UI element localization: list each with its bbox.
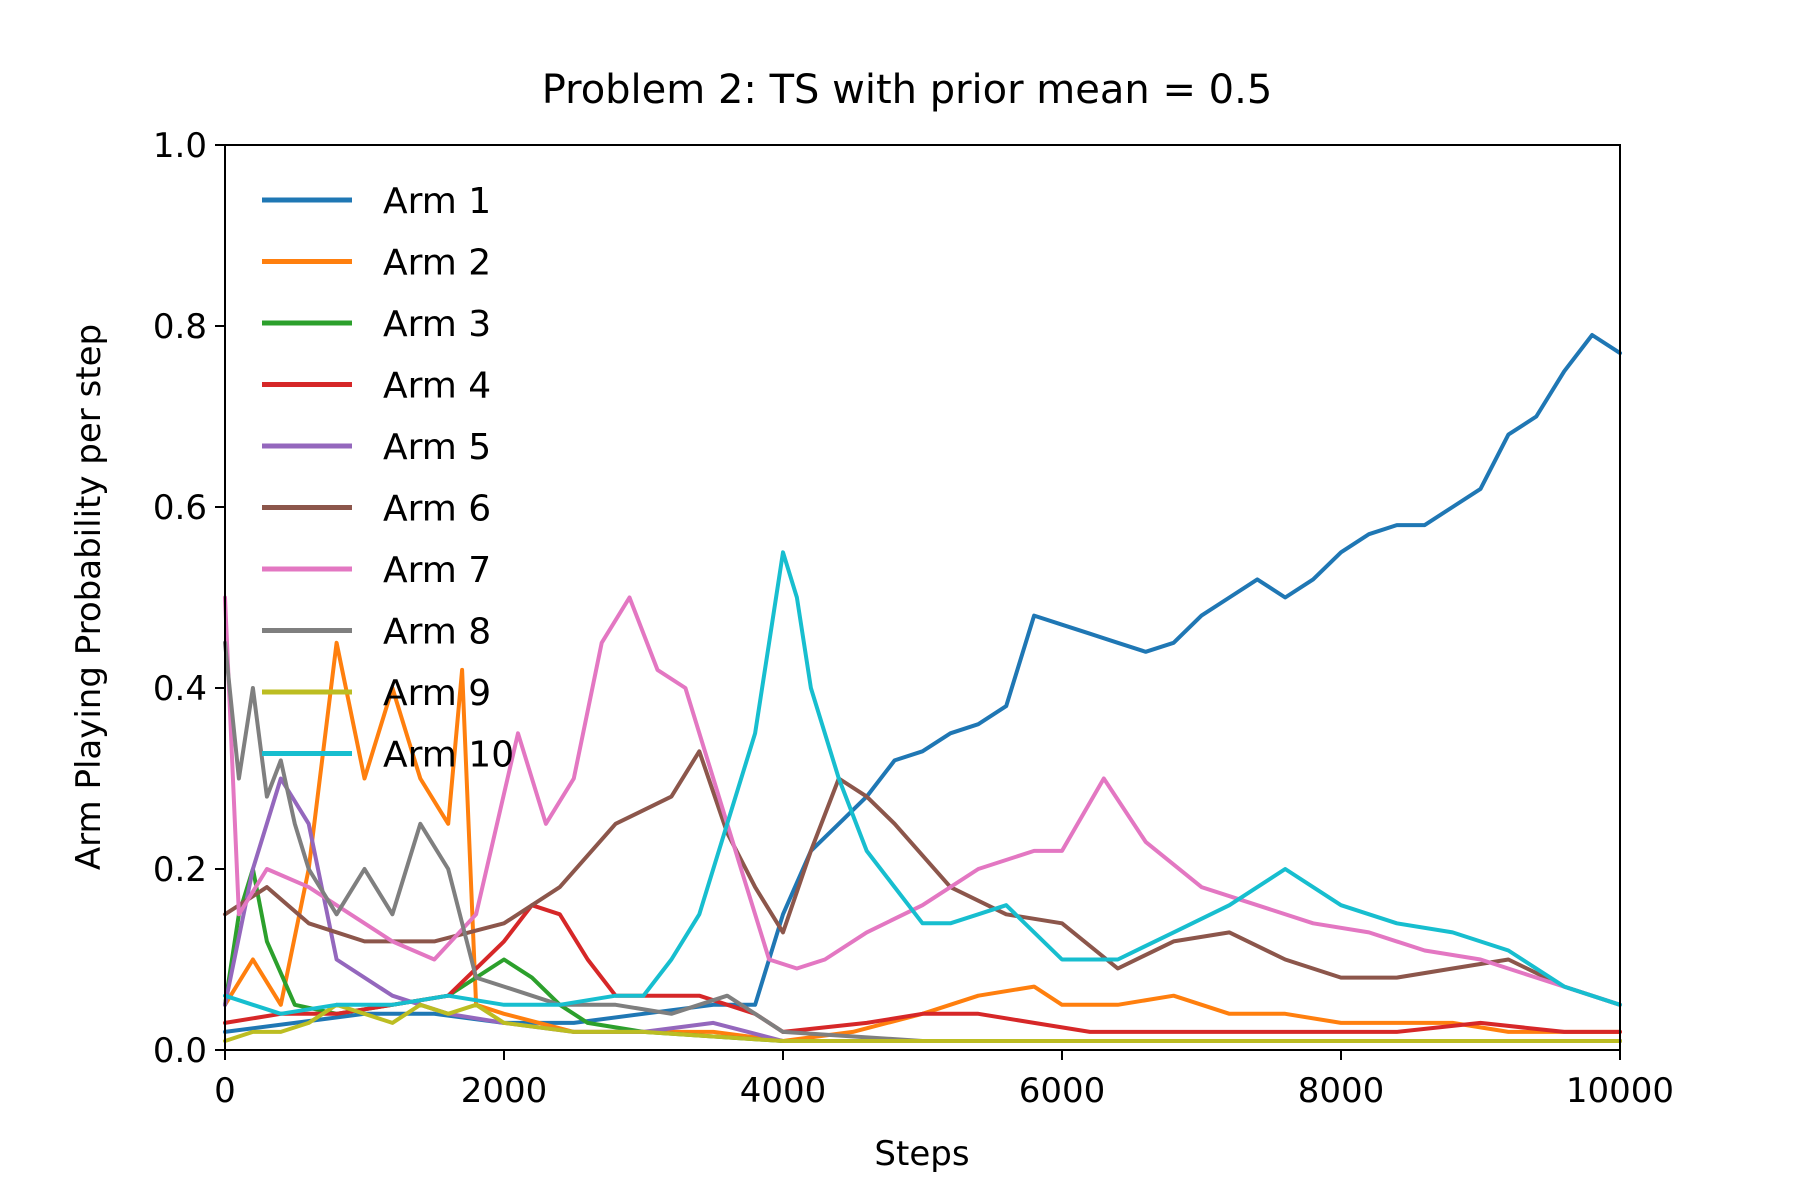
legend-label-arm-5: Arm 5: [383, 427, 491, 468]
legend-label-arm-1: Arm 1: [383, 181, 491, 222]
legend-label-arm-9: Arm 9: [383, 673, 491, 714]
x-tick-label: 0: [214, 1071, 236, 1111]
chart-title: Problem 2: TS with prior mean = 0.5: [542, 67, 1273, 113]
plot-frame: [224, 144, 1621, 1051]
series-line-arm-9: [223, 1002, 1622, 1043]
series-line-arm-1: [223, 333, 1622, 1034]
x-tick-label: 4000: [740, 1071, 827, 1111]
y-axis-label: Arm Playing Probability per step: [69, 324, 109, 870]
y-tick-label: 0.8: [153, 307, 207, 347]
legend-label-arm-4: Arm 4: [383, 366, 491, 407]
y-tick-label: 0.2: [153, 850, 207, 890]
y-tick-label: 0.6: [153, 488, 207, 528]
x-tick-label: 8000: [1298, 1071, 1385, 1111]
legend-label-arm-3: Arm 3: [383, 304, 491, 345]
x-axis: 0 2000 4000 6000 8000 10000: [214, 1050, 1674, 1111]
series-line-arm-10: [223, 550, 1622, 1016]
x-tick-label: 2000: [461, 1071, 548, 1111]
legend-label-arm-8: Arm 8: [383, 612, 491, 653]
plot-area: [223, 144, 1622, 1051]
y-tick-label: 1.0: [153, 126, 207, 166]
x-tick-label: 6000: [1019, 1071, 1106, 1111]
legend: Arm 1 Arm 2 Arm 3 Arm 4 Arm 5 Arm 6 Arm 7 Arm 8…: [262, 181, 514, 776]
x-axis-label: Steps: [874, 1134, 969, 1174]
legend-label-arm-2: Arm 2: [383, 243, 491, 284]
legend-label-arm-7: Arm 7: [383, 550, 491, 591]
series-line-arm-6: [223, 749, 1622, 1007]
legend-label-arm-6: Arm 6: [383, 489, 491, 530]
y-axis: 0.0 0.2 0.4 0.6 0.8 1.0: [153, 126, 225, 1071]
legend-label-arm-10: Arm 10: [383, 735, 514, 776]
x-tick-label: 10000: [1566, 1071, 1674, 1111]
y-tick-label: 0.4: [153, 669, 207, 709]
series-lines: [223, 333, 1622, 1043]
y-tick-label: 0.0: [153, 1031, 207, 1071]
series-line-arm-7: [223, 595, 1622, 1007]
